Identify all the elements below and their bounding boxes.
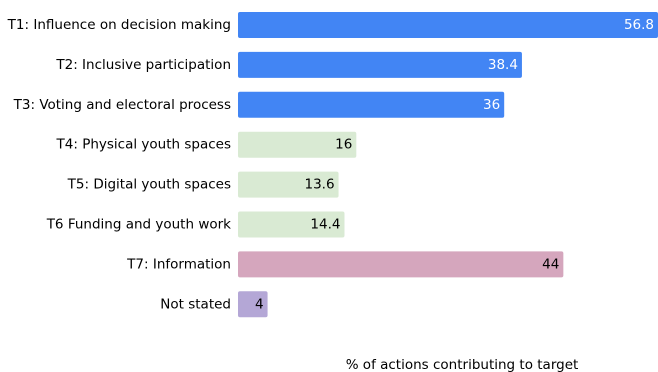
bar-6 — [238, 211, 345, 238]
value-label-3: 36 — [483, 97, 500, 113]
value-label-7: 44 — [542, 256, 559, 272]
bar-7 — [238, 251, 564, 278]
category-label-6: T6 Funding and youth work — [46, 217, 231, 233]
category-label-7: T7: Information — [126, 256, 231, 272]
category-label-8: Not stated — [160, 296, 231, 312]
bar-3 — [238, 91, 505, 118]
category-label-3: T3: Voting and electoral process — [13, 97, 231, 113]
value-label-1: 56.8 — [624, 17, 654, 33]
value-label-8: 4 — [255, 296, 264, 312]
value-label-6: 14.4 — [310, 217, 340, 233]
bars-group: T1: Influence on decision making 56.8 T2: … — [7, 12, 658, 318]
bar-4 — [238, 131, 357, 158]
bar-8 — [238, 291, 268, 318]
category-label-1: T1: Influence on decision making — [7, 17, 231, 33]
category-label-4: T4: Physical youth spaces — [56, 137, 231, 153]
value-label-5: 13.6 — [305, 177, 335, 193]
value-label-4: 16 — [335, 137, 352, 153]
bar-1 — [238, 12, 658, 38]
category-label-5: T5: Digital youth spaces — [67, 177, 231, 193]
x-axis-label: % of actions contributing to target — [346, 357, 579, 372]
category-label-2: T2: Inclusive participation — [55, 57, 231, 73]
bar-5 — [238, 171, 339, 198]
value-label-2: 38.4 — [488, 57, 518, 73]
bar-2 — [238, 51, 522, 78]
